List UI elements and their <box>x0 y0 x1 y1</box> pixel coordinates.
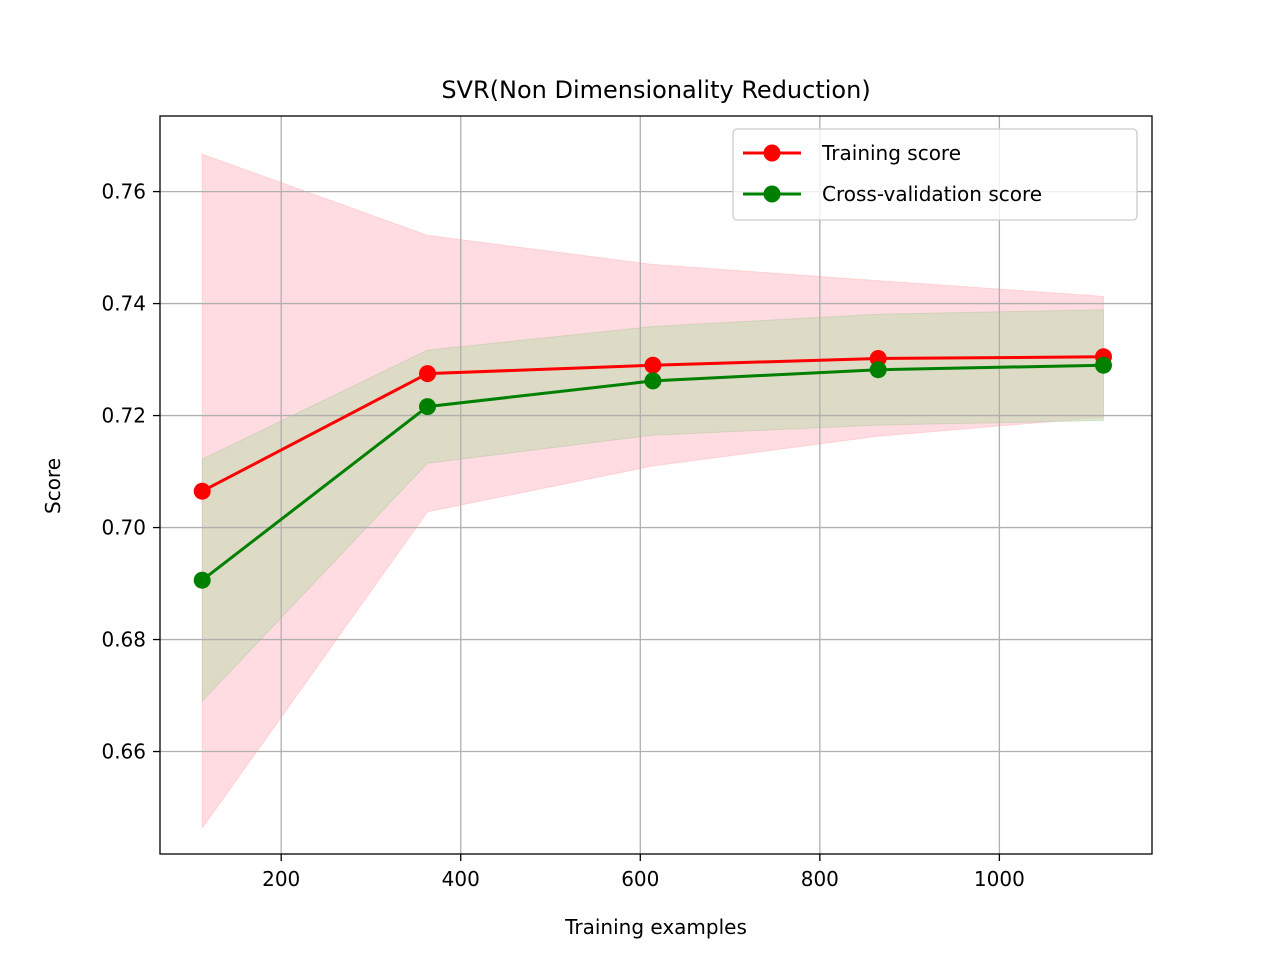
x-tick-label: 600 <box>621 867 659 891</box>
y-tick-label: 0.74 <box>101 292 146 316</box>
y-tick-label: 0.76 <box>101 180 146 204</box>
legend-label-training: Training score <box>821 141 961 165</box>
point-cross-validation <box>644 372 662 390</box>
x-tick-label: 1000 <box>974 867 1025 891</box>
x-axis-label: Training examples <box>564 915 747 939</box>
point-training <box>193 482 211 500</box>
y-tick-label: 0.72 <box>101 404 146 428</box>
legend-label-cv: Cross-validation score <box>822 182 1042 206</box>
legend-marker-cv <box>763 185 781 203</box>
y-axis-ticks: 0.66 0.68 0.70 0.72 0.74 0.76 <box>101 180 160 764</box>
chart-title: SVR(Non Dimensionality Reduction) <box>441 76 870 104</box>
point-training <box>644 356 662 374</box>
legend: Training score Cross-validation score <box>732 128 1138 221</box>
point-cross-validation <box>1095 356 1112 374</box>
x-axis-ticks: 200 400 600 800 1000 <box>262 854 1025 891</box>
plot-frame <box>159 115 1153 855</box>
legend-marker-training <box>763 144 781 162</box>
y-tick-label: 0.70 <box>101 516 146 540</box>
point-cross-validation <box>869 361 887 379</box>
grid-lines <box>160 116 1152 854</box>
legend-box <box>732 128 1138 221</box>
point-cross-validation <box>419 398 436 416</box>
point-training <box>419 365 436 383</box>
series-lines <box>193 348 1112 589</box>
x-tick-label: 200 <box>262 867 300 891</box>
y-axis-label: Score <box>41 458 65 514</box>
x-tick-label: 800 <box>801 867 839 891</box>
y-tick-label: 0.66 <box>101 740 146 764</box>
x-tick-label: 400 <box>442 867 480 891</box>
point-cross-validation <box>193 571 211 589</box>
y-tick-label: 0.68 <box>101 628 146 652</box>
